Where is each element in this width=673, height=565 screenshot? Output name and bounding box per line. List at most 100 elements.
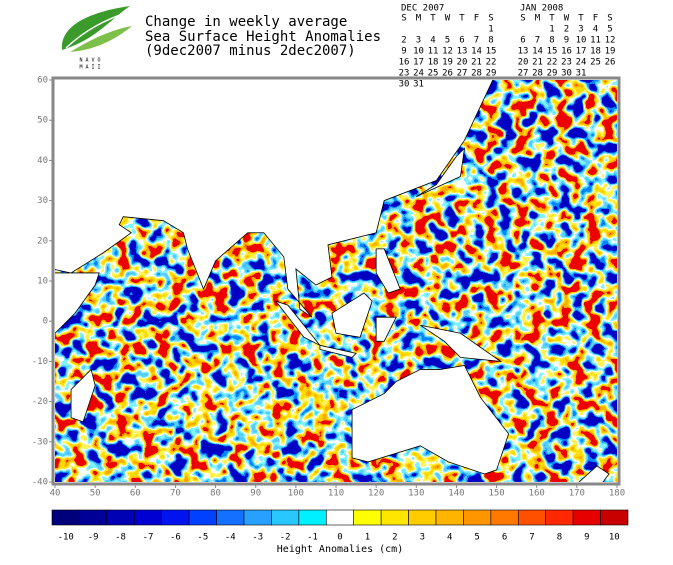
y-tick-label: 10 bbox=[37, 277, 48, 287]
calendar-date: 6 bbox=[459, 36, 464, 46]
x-tick-label: 110 bbox=[328, 489, 344, 499]
calendar-date: 15 bbox=[547, 47, 558, 57]
colorbar-label: -10 bbox=[58, 533, 74, 543]
x-tick-label: 70 bbox=[170, 489, 181, 499]
calendar-title: DEC 2007 bbox=[401, 4, 444, 14]
colorbar-swatch bbox=[243, 509, 272, 526]
colorbar-label: -3 bbox=[252, 533, 263, 543]
calendar-date: 4 bbox=[593, 25, 598, 35]
calendar-date: 10 bbox=[413, 47, 424, 57]
y-tick-label: -40 bbox=[32, 478, 48, 488]
colorbar-label: 7 bbox=[529, 533, 534, 543]
y-tick-label: 50 bbox=[37, 116, 48, 126]
colorbar-swatch bbox=[572, 509, 601, 526]
colorbar-label: 5 bbox=[474, 533, 479, 543]
calendar-date: 25 bbox=[428, 69, 439, 79]
calendar-date: 13 bbox=[518, 47, 529, 57]
x-tick-label: 40 bbox=[50, 489, 61, 499]
colorbar-swatch bbox=[408, 509, 437, 526]
y-tick-label: 20 bbox=[37, 236, 48, 246]
colorbar-label: 9 bbox=[584, 533, 589, 543]
colorbar-swatch bbox=[600, 509, 629, 526]
title-line: Sea Surface Height Anomalies bbox=[145, 29, 381, 45]
landmass bbox=[55, 272, 100, 383]
colorbar-label: -5 bbox=[197, 533, 208, 543]
calendar-date: 30 bbox=[561, 69, 572, 79]
calendar-date: 15 bbox=[486, 47, 497, 57]
colorbar-swatch bbox=[380, 509, 409, 526]
calendar-date: 26 bbox=[442, 69, 453, 79]
calendar-day: T bbox=[578, 14, 584, 24]
colorbar-swatch bbox=[463, 509, 492, 526]
calendar-date: 19 bbox=[442, 58, 453, 68]
land bbox=[55, 80, 610, 482]
calendar-date: 28 bbox=[532, 69, 543, 79]
y-tick-label: -10 bbox=[32, 357, 48, 367]
calendar-date: 7 bbox=[474, 36, 479, 46]
calendar-date: 17 bbox=[413, 58, 424, 68]
calendar-date: 7 bbox=[535, 36, 540, 46]
calendar-date: 19 bbox=[605, 47, 616, 57]
calendar-date: 30 bbox=[399, 80, 410, 90]
calendar-date: 20 bbox=[457, 58, 468, 68]
colorbar-label: 2 bbox=[392, 533, 397, 543]
calendar-date: 27 bbox=[457, 69, 468, 79]
calendar-date: 1 bbox=[488, 25, 493, 35]
calendar-date: 13 bbox=[457, 47, 468, 57]
colorbar-label: 10 bbox=[609, 533, 620, 543]
colorbar-swatch bbox=[216, 509, 245, 526]
x-tick-label: 80 bbox=[210, 489, 221, 499]
x-tick-label: 160 bbox=[529, 489, 545, 499]
colorbar-label: -2 bbox=[280, 533, 291, 543]
calendar-day: S bbox=[520, 14, 525, 24]
calendar-date: 22 bbox=[486, 58, 497, 68]
calendar-day: W bbox=[445, 14, 451, 24]
calendar-date: 9 bbox=[401, 47, 406, 57]
calendar-day: S bbox=[488, 14, 493, 24]
calendar-day: S bbox=[401, 14, 406, 24]
colorbar-swatch bbox=[79, 509, 108, 526]
y-tick-label: 30 bbox=[37, 196, 48, 206]
calendar-date: 14 bbox=[532, 47, 543, 57]
colorbar-swatch bbox=[271, 509, 300, 526]
calendar-date: 23 bbox=[561, 58, 572, 68]
y-tick-label: -30 bbox=[32, 437, 48, 447]
x-tick-label: 100 bbox=[288, 489, 304, 499]
calendar-day: T bbox=[459, 14, 465, 24]
landmass bbox=[416, 147, 466, 197]
calendar-date: 18 bbox=[590, 47, 601, 57]
landmass bbox=[375, 248, 401, 294]
calendar-date: 2 bbox=[564, 25, 569, 35]
calendar-date: 18 bbox=[428, 58, 439, 68]
y-tick-label: 0 bbox=[43, 317, 48, 327]
calendar-date: 2 bbox=[401, 36, 406, 46]
calendar-date: 12 bbox=[442, 47, 453, 57]
x-tick-label: 140 bbox=[448, 489, 464, 499]
calendar-date: 24 bbox=[576, 58, 587, 68]
x-tick-label: 120 bbox=[368, 489, 384, 499]
landmass bbox=[351, 364, 510, 475]
landmass bbox=[55, 80, 494, 318]
calendar-date: 9 bbox=[564, 36, 569, 46]
calendar-day: M bbox=[535, 14, 541, 24]
colorbar-label: 3 bbox=[420, 533, 425, 543]
x-tick-label: 50 bbox=[90, 489, 101, 499]
colorbar-swatch bbox=[161, 509, 190, 526]
calendar-date: 16 bbox=[561, 47, 572, 57]
calendar-day: M bbox=[416, 14, 422, 24]
colorbar-swatch bbox=[435, 509, 464, 526]
calendar-date: 12 bbox=[605, 36, 616, 46]
colorbar-swatch bbox=[325, 509, 355, 526]
colorbar-swatch bbox=[517, 509, 547, 526]
calendar-date: 26 bbox=[605, 58, 616, 68]
colorbar-label: 8 bbox=[557, 533, 562, 543]
colorbar-label: -7 bbox=[143, 533, 154, 543]
logo: N A V O M A I I bbox=[61, 6, 132, 71]
calendar-date: 31 bbox=[576, 69, 587, 79]
colorbar-swatch bbox=[353, 509, 382, 526]
title-line: (9dec2007 minus 2dec2007) bbox=[145, 43, 356, 59]
colorbar-swatch bbox=[51, 509, 80, 526]
colorbar-swatch bbox=[298, 509, 327, 526]
y-tick-label: 40 bbox=[37, 156, 48, 166]
